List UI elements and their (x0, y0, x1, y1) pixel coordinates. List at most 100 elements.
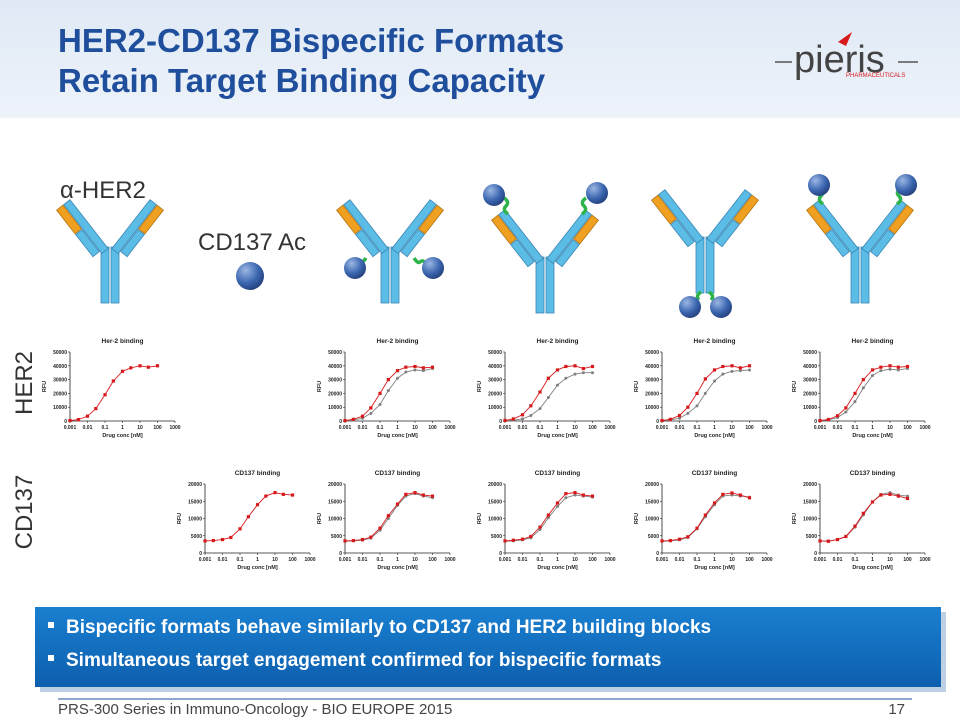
y-tick-label: 40000 (53, 364, 67, 370)
x-axis-label: Drug conc [nM] (102, 433, 142, 439)
x-tick-label: 0.001 (814, 557, 827, 563)
y-tick-label: 10000 (488, 405, 502, 411)
x-axis-label: Drug conc [nM] (694, 433, 734, 439)
chart-title: CD137 binding (692, 470, 738, 477)
y-tick-label: 10000 (328, 405, 342, 411)
data-point (555, 501, 560, 505)
data-point (413, 364, 417, 369)
data-point (703, 513, 707, 517)
data-point (404, 492, 408, 496)
y-tick-label: 20000 (645, 482, 659, 488)
y-tick-label: 5000 (806, 534, 817, 540)
data-point (677, 537, 682, 541)
bullet: Bispecific formats behave similarly to C… (66, 617, 711, 638)
data-point (529, 413, 533, 417)
x-tick-label: 1 (556, 425, 559, 431)
mini-chart: CD137 binding 0 5000 10000 15000 20000 0.001 0.… (792, 470, 931, 571)
y-tick-label: 20000 (645, 391, 659, 397)
data-point (712, 368, 717, 372)
data-point (905, 364, 910, 369)
data-point (668, 417, 672, 421)
x-tick-label: 0.001 (339, 557, 352, 563)
y-tick-label: 15000 (803, 499, 817, 505)
y-tick-label: 20000 (328, 482, 342, 488)
x-tick-label: 10 (729, 425, 735, 431)
y-axis-label: RFU (177, 513, 183, 524)
y-tick-label: 30000 (53, 378, 67, 384)
data-point (378, 402, 382, 406)
data-point (546, 396, 550, 400)
chart-title: CD137 binding (850, 470, 896, 477)
series-line (820, 492, 908, 542)
row-label: CD137 (11, 475, 38, 550)
data-point (76, 418, 80, 422)
x-tick-label: 0.1 (852, 557, 859, 563)
footer-text: PRS-300 Series in Immuno-Oncology - BIO … (58, 701, 452, 718)
x-tick-label: 0.1 (537, 425, 544, 431)
x-tick-label: 1 (396, 425, 399, 431)
x-tick-label: 1 (396, 557, 399, 563)
y-tick-label: 50000 (645, 350, 659, 356)
y-tick-label: 15000 (645, 499, 659, 505)
data-point (203, 539, 207, 543)
x-tick-label: 10 (137, 425, 143, 431)
y-tick-label: 15000 (188, 499, 202, 505)
x-tick-label: 0.01 (675, 557, 685, 563)
data-point (590, 364, 595, 369)
series-line (69, 365, 158, 422)
chart-title: Her-2 binding (852, 338, 894, 345)
y-tick-label: 0 (199, 551, 202, 557)
data-point (906, 494, 909, 498)
data-point (264, 494, 268, 498)
data-point (386, 389, 390, 393)
logo: pieris PHARMACEUTICALS (775, 32, 918, 81)
y-axis-label: RFU (634, 513, 640, 524)
data-point (853, 400, 857, 404)
mini-chart: Her-2 binding 0 10000 20000 30000 40000 50000 0… (42, 338, 181, 439)
x-axis-label: Drug conc [nM] (694, 565, 734, 571)
data-point (747, 364, 752, 368)
y-tick-label: 10000 (188, 517, 202, 523)
x-tick-label: 10 (572, 557, 578, 563)
data-point (590, 494, 595, 498)
series-line (344, 368, 433, 422)
data-point (556, 504, 559, 508)
y-tick-label: 20000 (328, 391, 342, 397)
x-tick-label: 1000 (604, 425, 615, 431)
x-tick-label: 100 (745, 557, 754, 563)
data-point (695, 526, 699, 530)
data-point (521, 417, 524, 421)
data-point (111, 379, 115, 383)
chart-title: Her-2 binding (537, 338, 579, 345)
data-point (564, 364, 568, 369)
x-tick-label: 10 (412, 425, 418, 431)
x-tick-label: 100 (745, 425, 754, 431)
data-point (818, 539, 822, 543)
x-tick-label: 10 (272, 557, 278, 563)
x-tick-label: 1000 (919, 557, 930, 563)
mini-chart: Her-2 binding 0 10000 20000 30000 40000 50000 0… (317, 338, 456, 439)
y-axis-label: RFU (317, 381, 323, 392)
x-axis-label: Drug conc [nM] (852, 433, 892, 439)
data-point (826, 539, 830, 543)
y-tick-label: 50000 (53, 350, 67, 356)
data-point (538, 525, 542, 529)
data-point (68, 418, 72, 423)
data-point (378, 391, 382, 395)
data-point (879, 493, 883, 497)
x-tick-label: 100 (588, 425, 597, 431)
data-point (538, 407, 542, 411)
x-tick-label: 0.01 (675, 425, 685, 431)
x-tick-label: 100 (288, 557, 297, 563)
x-tick-label: 1000 (444, 557, 455, 563)
y-tick-label: 30000 (488, 378, 502, 384)
y-axis-label: RFU (634, 381, 640, 392)
data-point (738, 369, 742, 373)
y-tick-label: 0 (814, 551, 817, 557)
x-tick-label: 1 (713, 425, 716, 431)
data-point (413, 491, 417, 495)
data-point (529, 534, 533, 539)
y-tick-label: 0 (656, 551, 659, 557)
data-point (421, 493, 425, 497)
